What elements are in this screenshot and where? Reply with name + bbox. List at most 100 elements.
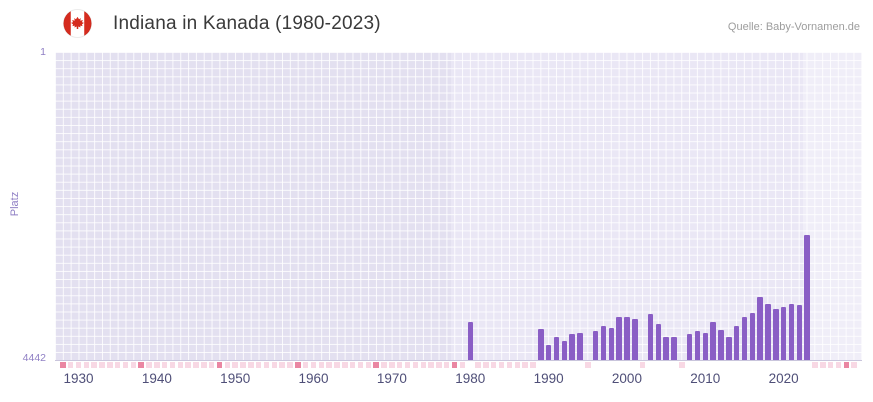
x-tick-label-2000: 2000	[611, 371, 642, 386]
x-tick-label-1940: 1940	[141, 371, 172, 386]
no-data-marker-1958	[295, 362, 301, 368]
bar-1989[interactable]	[538, 328, 544, 360]
no-data-marker-1962	[326, 362, 332, 368]
no-data-marker-1986	[514, 362, 520, 368]
no-data-marker-1944	[185, 362, 191, 368]
no-data-marker-2026	[827, 362, 834, 368]
bar-2004[interactable]	[655, 323, 662, 360]
no-data-marker-1981	[475, 362, 481, 368]
no-data-marker-1950	[232, 362, 238, 368]
bar-2001[interactable]	[632, 318, 638, 360]
bar-1980[interactable]	[467, 321, 473, 360]
no-data-marker-1945	[193, 362, 199, 368]
source-credit: Quelle: Baby-Vornamen.de	[727, 21, 860, 33]
no-data-marker-2007	[679, 362, 685, 368]
no-data-marker-1948	[216, 362, 223, 368]
canada-flag-icon	[63, 9, 92, 38]
bar-1993[interactable]	[569, 333, 575, 360]
bar-2014[interactable]	[733, 325, 740, 360]
no-data-marker-1982	[483, 362, 489, 368]
x-tick-label-1980: 1980	[455, 371, 486, 386]
x-tick-label-2020: 2020	[768, 371, 799, 386]
bar-1992[interactable]	[561, 341, 567, 360]
page-title: Indiana in Kanada (1980-2023)	[113, 12, 381, 34]
no-data-marker-2028	[843, 362, 850, 368]
bar-2023[interactable]	[804, 235, 810, 360]
no-data-marker-1966	[357, 362, 364, 368]
bar-2016[interactable]	[749, 312, 756, 360]
no-data-marker-1985	[506, 362, 513, 368]
chart-header: Indiana in Kanada (1980-2023)	[63, 9, 381, 38]
no-data-marker-1952	[248, 362, 254, 368]
no-data-marker-1984	[498, 362, 505, 368]
bar-2010[interactable]	[702, 332, 709, 360]
no-data-marker-1973	[412, 362, 419, 368]
no-data-marker-2024	[812, 362, 818, 368]
no-data-marker-1953	[255, 362, 262, 368]
no-data-marker-1978	[451, 362, 458, 368]
bar-2020[interactable]	[780, 307, 787, 360]
bar-2018[interactable]	[765, 303, 771, 360]
no-data-marker-1954	[263, 362, 270, 368]
no-data-marker-1960	[310, 362, 317, 368]
bar-2012[interactable]	[718, 330, 724, 360]
bar-1991[interactable]	[553, 336, 560, 360]
bar-2000[interactable]	[624, 316, 630, 360]
no-data-marker-1967	[365, 362, 372, 368]
x-tick-label-1930: 1930	[63, 371, 94, 386]
no-data-marker-1995	[585, 362, 591, 368]
bar-2017[interactable]	[757, 296, 763, 360]
bar-2008[interactable]	[686, 333, 693, 360]
no-data-marker-1956	[279, 362, 285, 368]
no-data-marker-1971	[396, 362, 403, 368]
no-data-marker-1959	[302, 362, 309, 368]
no-data-marker-1970	[389, 362, 395, 368]
bar-2005[interactable]	[663, 336, 669, 360]
bar-2006[interactable]	[671, 336, 677, 360]
no-data-marker-1935	[114, 362, 121, 368]
no-data-marker-1988	[530, 362, 536, 368]
bar-1994[interactable]	[577, 332, 583, 360]
bar-2021[interactable]	[788, 303, 795, 360]
bar-2011[interactable]	[710, 321, 716, 360]
y-tick-bottom: 4442	[22, 352, 46, 364]
no-data-marker-1964	[342, 362, 348, 368]
no-data-marker-1939	[146, 362, 152, 368]
no-data-marker-1987	[522, 362, 528, 368]
no-data-marker-1963	[334, 362, 340, 368]
bar-2019[interactable]	[773, 309, 779, 360]
no-data-marker-2027	[835, 362, 842, 368]
bar-1999[interactable]	[616, 316, 622, 360]
bar-1997[interactable]	[600, 325, 607, 360]
bar-2015[interactable]	[741, 316, 748, 360]
bar-2022[interactable]	[796, 305, 803, 360]
bar-1990[interactable]	[545, 345, 552, 360]
bar-2003[interactable]	[647, 314, 654, 360]
no-data-marker-1937	[130, 362, 137, 368]
no-data-marker-1976	[436, 362, 442, 368]
no-data-marker-1949	[224, 362, 231, 368]
no-data-marker-1931	[83, 362, 90, 368]
bar-2013[interactable]	[726, 336, 732, 360]
x-tick-label-1960: 1960	[298, 371, 329, 386]
no-data-marker-1957	[287, 362, 293, 368]
x-tick-label-1950: 1950	[220, 371, 251, 386]
no-data-marker-1977	[444, 362, 450, 368]
x-tick-label-1970: 1970	[376, 371, 407, 386]
no-data-marker-1941	[161, 362, 168, 368]
no-data-marker-1979	[459, 362, 466, 368]
no-data-marker-2029	[851, 362, 857, 368]
no-data-marker-1932	[91, 362, 97, 368]
no-data-marker-1928	[60, 362, 66, 368]
no-data-marker-1969	[381, 362, 387, 368]
no-data-marker-2002	[639, 362, 646, 368]
no-data-marker-1951	[240, 362, 246, 368]
bar-1996[interactable]	[592, 330, 599, 360]
no-data-marker-1930	[75, 362, 82, 368]
bar-1998[interactable]	[608, 327, 615, 360]
no-data-marker-2025	[820, 362, 826, 368]
no-data-marker-1965	[349, 362, 356, 368]
bar-2009[interactable]	[694, 330, 701, 360]
no-data-marker-1938	[138, 362, 144, 368]
